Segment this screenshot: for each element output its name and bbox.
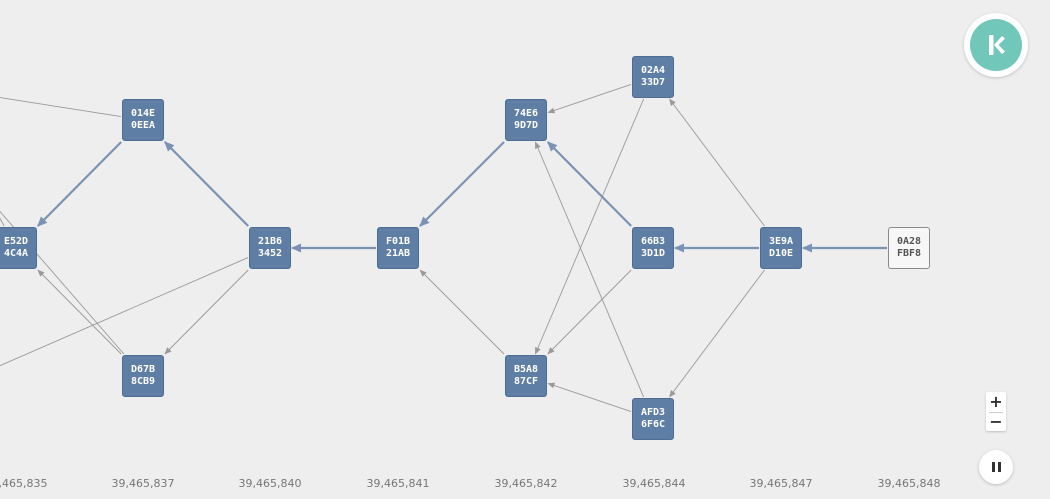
edge-02a4-74e6 — [547, 84, 632, 114]
kaspa-logo-icon — [970, 19, 1022, 71]
block-hash-line2: 0EEA — [130, 120, 156, 131]
block-hash-line2: D10E — [768, 248, 794, 259]
axis-label-blue-score: 39,465,835 — [0, 477, 48, 490]
zoom-control: + − — [986, 392, 1006, 431]
block-hash-line2: 3452 — [257, 248, 283, 259]
edge-21b6-d67b — [164, 269, 249, 355]
axis-label-blue-score: 39,465,840 — [238, 477, 302, 490]
zoom-out-button[interactable]: − — [989, 412, 1003, 431]
block-hash-line1: D67B — [130, 364, 156, 375]
edge-21b6-offscreen-b — [0, 257, 249, 367]
axis-label-blue-score: 39,465,844 — [622, 477, 686, 490]
axis-label-blue-score: 39,465,847 — [749, 477, 813, 490]
block-hash-line2: 21AB — [385, 248, 411, 259]
edge-014e-offscreen-a — [0, 97, 122, 117]
axis-label-blue-score: 39,465,841 — [366, 477, 430, 490]
block-21b6[interactable]: 21B6 3452 — [249, 227, 291, 269]
edge-3e9a-02a4 — [669, 98, 765, 227]
edge-21b6-014e — [164, 141, 249, 227]
block-66b3[interactable]: 66B3 3D1D — [632, 227, 674, 269]
edge-b5a8-f01b — [419, 269, 505, 355]
edge-66b3-b5a8 — [547, 269, 632, 355]
block-hash-line1: 014E — [130, 108, 156, 119]
block-f01b[interactable]: F01B 21AB — [377, 227, 419, 269]
block-hash-line1: B5A8 — [513, 364, 539, 375]
block-014e[interactable]: 014E 0EEA — [122, 99, 164, 141]
block-hash-line1: 74E6 — [513, 108, 539, 119]
block-d67b[interactable]: D67B 8CB9 — [122, 355, 164, 397]
block-e52d[interactable]: E52D 4C4A — [0, 227, 37, 269]
block-hash-line2: 9D7D — [513, 120, 539, 131]
edge-66b3-74e6 — [547, 141, 632, 227]
edge-d67b-offscreen-c — [0, 210, 125, 355]
block-hash-line1: 02A4 — [640, 65, 666, 76]
block-hash-line1: 66B3 — [640, 236, 666, 247]
zoom-in-button[interactable]: + — [989, 392, 1003, 411]
block-hash-line1: 0A28 — [896, 236, 922, 247]
block-hash-line2: 87CF — [513, 376, 539, 387]
block-02a4[interactable]: 02A4 33D7 — [632, 56, 674, 98]
edge-afd3-b5a8 — [547, 382, 632, 412]
edge-e52d-offscreen-d — [0, 217, 5, 227]
zoom-divider — [989, 411, 1003, 413]
block-74e6[interactable]: 74E6 9D7D — [505, 99, 547, 141]
pause-button[interactable] — [979, 450, 1013, 484]
block-hash-line2: 4C4A — [3, 248, 29, 259]
block-hash-line1: 21B6 — [257, 236, 283, 247]
edge-014e-e52d — [37, 141, 122, 227]
block-b5a8[interactable]: B5A8 87CF — [505, 355, 547, 397]
axis-label-blue-score: 39,465,837 — [111, 477, 175, 490]
pause-icon — [990, 462, 1002, 472]
logo-button[interactable] — [964, 13, 1028, 77]
block-0a28[interactable]: 0A28 FBF8 — [888, 227, 930, 269]
block-hash-line2: 8CB9 — [130, 376, 156, 387]
edge-3e9a-afd3 — [669, 269, 765, 398]
block-hash-line1: E52D — [3, 236, 29, 247]
block-hash-line1: 3E9A — [768, 236, 794, 247]
edge-d67b-e52d — [37, 269, 122, 355]
block-hash-line2: 6F6C — [640, 419, 666, 430]
edge-02a4-b5a8 — [534, 98, 645, 355]
axis-label-blue-score: 39,465,848 — [877, 477, 941, 490]
block-hash-line2: FBF8 — [896, 248, 922, 259]
block-hash-line2: 33D7 — [640, 77, 666, 88]
edge-74e6-f01b — [419, 141, 505, 227]
axis-label-blue-score: 39,465,842 — [494, 477, 558, 490]
block-hash-line1: AFD3 — [640, 407, 666, 418]
block-hash-line2: 3D1D — [640, 248, 666, 259]
edge-afd3-74e6 — [534, 141, 645, 398]
block-3e9a[interactable]: 3E9A D10E — [760, 227, 802, 269]
block-hash-line1: F01B — [385, 236, 411, 247]
block-afd3[interactable]: AFD3 6F6C — [632, 398, 674, 440]
